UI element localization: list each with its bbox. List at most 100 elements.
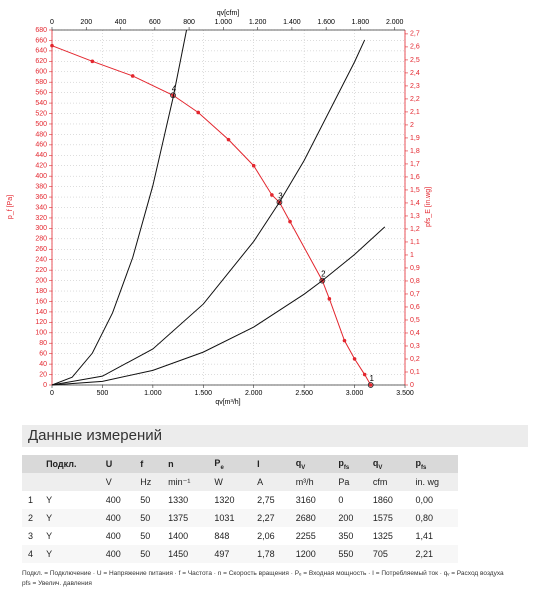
operating-point-label: 2 <box>321 270 326 279</box>
header-cell: Pe <box>208 455 252 473</box>
y2-tick-label: 0,5 <box>410 317 420 324</box>
y2-tick-label: 1,3 <box>410 213 420 220</box>
y2-tick-label: 0,2 <box>410 356 420 363</box>
y-tick-label: 40 <box>39 361 47 368</box>
y-tick-label: 420 <box>35 163 47 170</box>
x2-tick-label: 1.800 <box>352 19 370 26</box>
series-marker <box>342 338 347 343</box>
x2-tick-label: 600 <box>149 19 161 26</box>
cell: Y <box>40 545 100 563</box>
y2-tick-label: 2,6 <box>410 44 420 51</box>
y2-tick-label: 2 <box>410 122 414 129</box>
cell: 350 <box>338 531 354 541</box>
cell: 50 <box>134 509 163 527</box>
series-marker <box>362 372 367 377</box>
y2-tick-label: 1,1 <box>410 239 420 246</box>
y-tick-label: 400 <box>35 173 47 180</box>
unit-cell: Hz <box>134 473 163 491</box>
y-tick-label: 160 <box>35 298 47 305</box>
header-cell: qV <box>289 455 333 473</box>
y-tick-label: 360 <box>35 194 47 201</box>
data-row: 2 Y 400 50 1375 1031 2,27 2680 200 1575 0,80 <box>22 509 458 527</box>
y-tick-label: 560 <box>35 89 47 96</box>
y2-tick-label: 0,7 <box>410 291 420 298</box>
y-axis-label: p_f [Pa] <box>7 195 14 219</box>
y2-tick-label: 1,7 <box>410 161 420 168</box>
y-tick-label: 140 <box>35 309 47 316</box>
y-tick-label: 600 <box>35 69 47 76</box>
table-title: Данные измерений <box>22 425 528 447</box>
header-text: q <box>372 457 379 468</box>
y-tick-label: 80 <box>39 340 47 347</box>
y-tick-label: 660 <box>35 37 47 44</box>
y-tick-label: 200 <box>35 277 47 284</box>
cell: 50 <box>134 545 163 563</box>
header-cell: pfs <box>409 455 458 473</box>
cell: 2255 <box>295 531 316 541</box>
header-text: f <box>140 459 144 469</box>
operating-point-label: 3 <box>278 191 283 200</box>
cell: 705 <box>366 545 410 563</box>
cell: 2,27 <box>251 509 290 527</box>
cell: 50 <box>140 495 151 505</box>
y2-tick-label: 2,7 <box>410 31 420 38</box>
series-line <box>51 45 372 386</box>
x-tick-label: 500 <box>97 390 109 397</box>
header-text: U <box>105 459 113 469</box>
footnote-line: pfs = Увелич. давления <box>22 580 92 587</box>
cell: 2,21 <box>409 545 458 563</box>
cell: 3 <box>28 531 34 541</box>
data-row: 1 Y 400 50 1330 1320 2,75 3160 0 1860 0,00 <box>22 491 458 509</box>
cell: 2,06 <box>257 531 275 541</box>
cell: 0,00 <box>415 495 434 505</box>
cell: 2 <box>22 509 41 527</box>
y2-tick-label: 1,8 <box>410 148 420 155</box>
operating-point-label: 4 <box>172 84 177 93</box>
y2-tick-label: 1,9 <box>410 135 420 142</box>
unit-cell: Pa <box>332 473 367 491</box>
operating-point-label: 1 <box>369 374 374 383</box>
series-line <box>51 29 188 386</box>
unit-cell <box>40 473 100 491</box>
header-sub: V <box>301 464 306 471</box>
x-tick-label: 0 <box>50 390 54 397</box>
y-tick-label: 120 <box>35 319 47 326</box>
x2-tick-label: 1.000 <box>215 19 233 26</box>
header-sub: V <box>378 464 383 471</box>
series-marker <box>288 219 292 224</box>
y2-tick-label: 0,9 <box>410 265 420 272</box>
y-tick-label: 240 <box>35 257 47 264</box>
y2-tick-label: 2,5 <box>410 57 420 64</box>
y2-tick-label: 1,5 <box>410 187 420 194</box>
header-cell: f <box>134 455 163 473</box>
cell: 497 <box>208 545 252 563</box>
cell: 2680 <box>289 509 333 527</box>
y-tick-label: 520 <box>35 110 47 117</box>
y-tick-label: 380 <box>35 183 47 190</box>
cell: 0 <box>338 495 344 505</box>
operating-point <box>170 92 176 99</box>
y-tick-label: 100 <box>35 330 47 337</box>
y-tick-label: 500 <box>35 121 47 128</box>
y2-tick-label: 0 <box>410 382 414 389</box>
x2-tick-label: 400 <box>115 19 127 26</box>
x2-tick-label: 200 <box>80 19 92 26</box>
x2-tick-label: 0 <box>50 19 54 26</box>
y2-tick-label: 1,6 <box>410 174 420 181</box>
cell: 4 <box>22 545 41 563</box>
cell: 1,41 <box>415 531 434 541</box>
x-tick-label: 1.000 <box>144 390 162 397</box>
series-marker <box>270 193 274 197</box>
cell: 1330 <box>168 495 189 505</box>
x-tick-label: 1.500 <box>195 390 213 397</box>
header-text: Подкл. <box>46 459 77 469</box>
unit-cell: m³/h <box>289 473 333 491</box>
series-marker <box>130 74 135 78</box>
y-tick-label: 0 <box>43 382 47 389</box>
y2-tick-label: 2,2 <box>410 96 420 103</box>
unit-cell <box>22 473 41 491</box>
cell: 400 <box>99 545 135 563</box>
y-tick-label: 280 <box>35 236 47 243</box>
